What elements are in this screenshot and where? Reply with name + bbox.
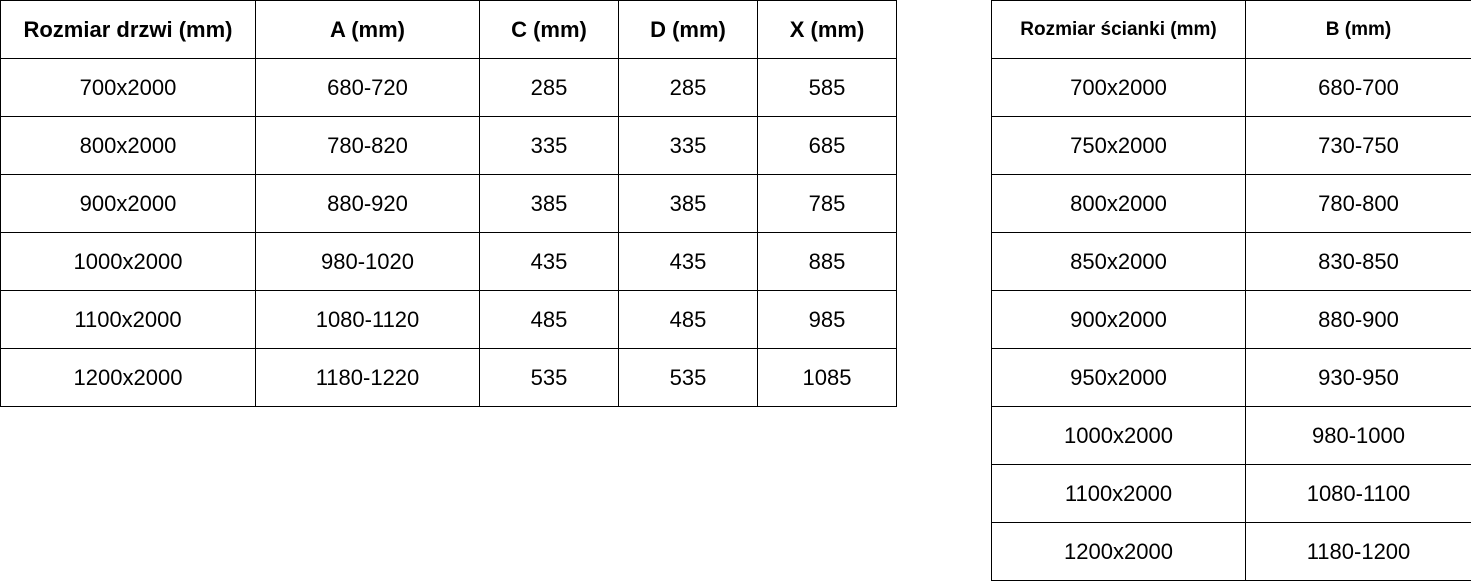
table-cell: 1100x2000	[991, 464, 1246, 523]
table-row: 1100x2000 1080-1100	[991, 464, 1471, 523]
table-row: 950x2000 930-950	[991, 348, 1471, 407]
table-cell: 780-800	[1245, 174, 1471, 233]
table-cell: 335	[479, 116, 619, 175]
table-cell: 680-720	[255, 58, 480, 117]
column-header: A (mm)	[255, 0, 480, 59]
table-cell: 485	[479, 290, 619, 349]
header-row: Rozmiar drzwi (mm) A (mm) C (mm) D (mm) X (m…	[0, 0, 897, 59]
table-cell: 980-1000	[1245, 406, 1471, 465]
table-cell: 435	[479, 232, 619, 291]
table-row: 900x2000 880-900	[991, 290, 1471, 349]
table-cell: 585	[757, 58, 897, 117]
table-cell: 435	[618, 232, 758, 291]
table-cell: 730-750	[1245, 116, 1471, 175]
table-cell: 385	[479, 174, 619, 233]
table-row: 700x2000 680-720 285 285 585	[0, 58, 897, 117]
column-header: C (mm)	[479, 0, 619, 59]
table-cell: 800x2000	[991, 174, 1246, 233]
table-cell: 1200x2000	[991, 522, 1246, 581]
table-cell: 900x2000	[0, 174, 256, 233]
table-cell: 850x2000	[991, 232, 1246, 291]
table-cell: 535	[479, 348, 619, 407]
table-cell: 1180-1220	[255, 348, 480, 407]
column-header: Rozmiar drzwi (mm)	[0, 0, 256, 59]
table-row: 800x2000 780-800	[991, 174, 1471, 233]
table-cell: 1100x2000	[0, 290, 256, 349]
table-cell: 700x2000	[991, 58, 1246, 117]
table-cell: 1000x2000	[991, 406, 1246, 465]
table-cell: 885	[757, 232, 897, 291]
table-cell: 750x2000	[991, 116, 1246, 175]
table-cell: 485	[618, 290, 758, 349]
table-cell: 830-850	[1245, 232, 1471, 291]
table-cell: 1080-1100	[1245, 464, 1471, 523]
table-cell: 930-950	[1245, 348, 1471, 407]
table-cell: 1085	[757, 348, 897, 407]
column-header: Rozmiar ścianki (mm)	[991, 0, 1246, 59]
wall-size-table: Rozmiar ścianki (mm) B (mm) 700x2000 680-7…	[991, 0, 1471, 581]
table-cell: 335	[618, 116, 758, 175]
table-cell: 685	[757, 116, 897, 175]
table-cell: 285	[618, 58, 758, 117]
table-row: 1200x2000 1180-1220 535 535 1085	[0, 348, 897, 407]
table-cell: 985	[757, 290, 897, 349]
table-cell: 880-900	[1245, 290, 1471, 349]
table-cell: 980-1020	[255, 232, 480, 291]
table-cell: 285	[479, 58, 619, 117]
table-cell: 1200x2000	[0, 348, 256, 407]
table-cell: 535	[618, 348, 758, 407]
table-cell: 680-700	[1245, 58, 1471, 117]
table-row: 750x2000 730-750	[991, 116, 1471, 175]
table-row: 1100x2000 1080-1120 485 485 985	[0, 290, 897, 349]
table-row: 900x2000 880-920 385 385 785	[0, 174, 897, 233]
table-row: 1000x2000 980-1000	[991, 406, 1471, 465]
table-cell: 700x2000	[0, 58, 256, 117]
column-header: D (mm)	[618, 0, 758, 59]
table-cell: 1080-1120	[255, 290, 480, 349]
table-cell: 950x2000	[991, 348, 1246, 407]
table-row: 700x2000 680-700	[991, 58, 1471, 117]
table-cell: 900x2000	[991, 290, 1246, 349]
header-row: Rozmiar ścianki (mm) B (mm)	[991, 0, 1471, 59]
column-header: B (mm)	[1245, 0, 1471, 59]
table-row: 800x2000 780-820 335 335 685	[0, 116, 897, 175]
table-row: 1000x2000 980-1020 435 435 885	[0, 232, 897, 291]
table-row: 850x2000 830-850	[991, 232, 1471, 291]
table-cell: 1180-1200	[1245, 522, 1471, 581]
table-row: 1200x2000 1180-1200	[991, 522, 1471, 581]
table-cell: 880-920	[255, 174, 480, 233]
door-size-table: Rozmiar drzwi (mm) A (mm) C (mm) D (mm) X (m…	[0, 0, 897, 407]
column-header: X (mm)	[757, 0, 897, 59]
table-cell: 385	[618, 174, 758, 233]
table-cell: 780-820	[255, 116, 480, 175]
table-cell: 785	[757, 174, 897, 233]
table-cell: 800x2000	[0, 116, 256, 175]
table-cell: 1000x2000	[0, 232, 256, 291]
